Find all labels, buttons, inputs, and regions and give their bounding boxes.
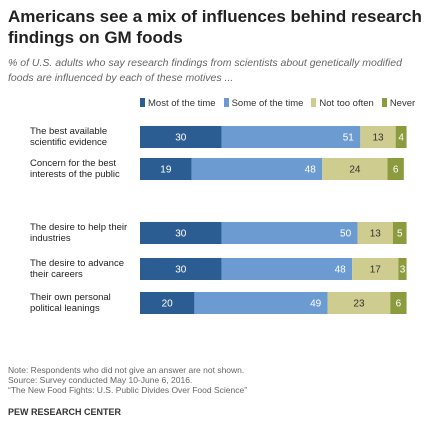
bar-segment — [352, 258, 399, 280]
legend-swatch — [381, 98, 387, 107]
data-label: 24 — [349, 165, 361, 176]
source: PEW RESEARCH CENTER — [8, 407, 122, 417]
category-label: The desire to help their industries — [30, 222, 128, 244]
bar-segment — [392, 222, 407, 244]
data-label: 13 — [370, 229, 382, 240]
bar-segment — [395, 126, 407, 148]
notes: Note: Respondents who did not give an an… — [8, 365, 247, 395]
bar-segment — [140, 258, 222, 280]
data-label: 48 — [305, 165, 317, 176]
bar-segment — [390, 292, 407, 314]
data-label: 51 — [343, 133, 355, 144]
bar-segment — [140, 126, 222, 148]
data-label: 49 — [310, 299, 322, 310]
bar-segment — [221, 222, 358, 244]
legend-item: Never — [381, 98, 416, 109]
legend-label: Some of the time — [231, 98, 304, 109]
legend-label: Never — [389, 98, 416, 109]
bar-segment — [327, 292, 391, 314]
legend-label: Not too often — [319, 98, 374, 109]
bar-segment — [194, 292, 328, 314]
category-label: Their own personal political leanings — [30, 292, 111, 314]
data-label: 30 — [175, 133, 187, 144]
data-label: 6 — [393, 165, 399, 176]
data-label: 23 — [353, 299, 365, 310]
category-label: The desire to advance their careers — [30, 258, 125, 280]
data-label: 3 — [400, 265, 406, 276]
data-label: 30 — [175, 265, 187, 276]
legend: Most of the time Some of the time Not too … — [140, 98, 415, 109]
bar-segment — [387, 158, 404, 180]
bar-segment — [140, 292, 195, 314]
data-label: 13 — [372, 133, 384, 144]
chart-subtitle: % of U.S. adults who say research findin… — [8, 57, 402, 84]
bar-segment — [398, 258, 407, 280]
category-label: The best available scientific evidence — [30, 126, 108, 148]
legend-swatch — [140, 98, 145, 107]
category-label: Concern for the best interests of the pu… — [30, 158, 120, 180]
data-label: 19 — [160, 165, 172, 176]
data-label: 30 — [175, 229, 187, 240]
data-label: 48 — [335, 265, 347, 276]
data-label: 50 — [340, 229, 352, 240]
legend-label: Most of the time — [148, 98, 216, 109]
data-label: 17 — [370, 265, 382, 276]
bar-segment — [221, 258, 353, 280]
legend-item: Some of the time — [223, 98, 304, 109]
bar-segment — [140, 158, 192, 180]
bar-segment — [191, 158, 323, 180]
legend-item: Not too often — [311, 98, 374, 109]
legend-item: Most of the time — [140, 98, 216, 109]
data-label: 6 — [396, 299, 402, 310]
data-label: 5 — [397, 229, 403, 240]
note-line: Note: Respondents who did not give an an… — [8, 365, 245, 375]
bar-segment — [360, 126, 396, 148]
bar-segment — [140, 222, 222, 244]
chart-title: Americans see a mix of influences behind… — [8, 7, 422, 47]
bar-segment — [357, 222, 393, 244]
legend-swatch — [311, 98, 317, 107]
data-label: 20 — [162, 299, 174, 310]
note-line: “The New Food Fights: U.S. Public Divide… — [8, 385, 248, 395]
bar-segment — [221, 126, 361, 148]
legend-swatch — [223, 98, 229, 107]
plot: 30 51 13 4 19 48 24 6 30 50 13 5 30 48 17 3 20 49 23 6 — [140, 126, 407, 314]
bar-segment — [322, 158, 388, 180]
data-label: 4 — [398, 133, 404, 144]
note-line: Source: Survey conducted May 10-June 6, … — [8, 375, 193, 385]
